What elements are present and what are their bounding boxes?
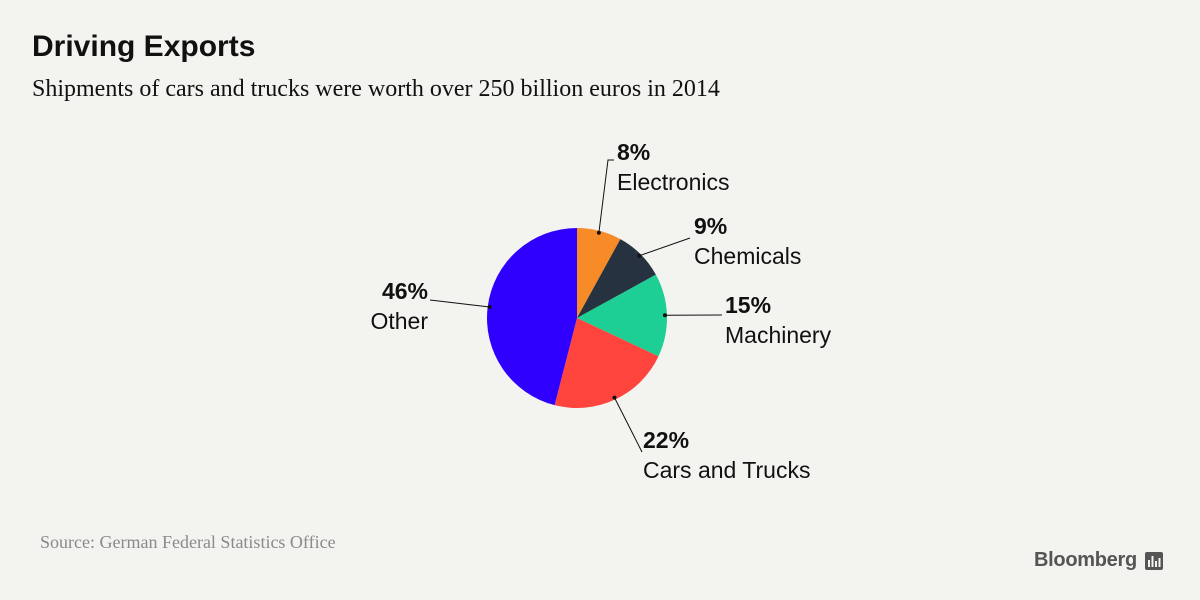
slice-name-label-machinery: Machinery [725,322,832,348]
pie-slice-electronics [577,228,621,318]
leader-line-other [429,299,490,308]
chart-title: Driving Exports [32,30,256,63]
slice-labels: 8% Electronics 9% Chemicals 15% Machinery 22% C… [370,139,831,483]
pie-slice-chemicals [577,239,656,318]
slice-name-label-other: Other [370,308,428,334]
source-note: Source: German Federal Statistics Office [40,532,336,552]
slice-name-label-chemicals: Chemicals [694,243,801,269]
leader-line-chemicals [639,237,691,257]
leader-lines [429,159,723,453]
leader-line-electronics [598,159,614,233]
slice-pct-label-electronics: 8% [617,139,650,165]
pie-slices [487,228,667,408]
pie-slice-machinery [577,274,667,357]
chart-subtitle: Shipments of cars and trucks were worth … [32,76,720,102]
slice-pct-label-machinery: 15% [725,292,771,318]
pie-slice-cars-and-trucks [554,318,659,408]
slice-pct-label-cars-and-trucks: 22% [643,427,689,453]
slice-pct-label-chemicals: 9% [694,213,727,239]
pie-slice-other [487,228,577,406]
brand-logo: Bloomberg [1034,549,1163,572]
bloomberg-chart-icon [1144,551,1163,570]
slice-pct-label-other: 46% [382,278,428,304]
slice-name-label-electronics: Electronics [617,169,729,195]
slice-name-label-cars-and-trucks: Cars and Trucks [643,457,810,483]
brand-name: Bloomberg [1034,549,1137,571]
leader-line-cars-and-trucks [614,397,643,453]
